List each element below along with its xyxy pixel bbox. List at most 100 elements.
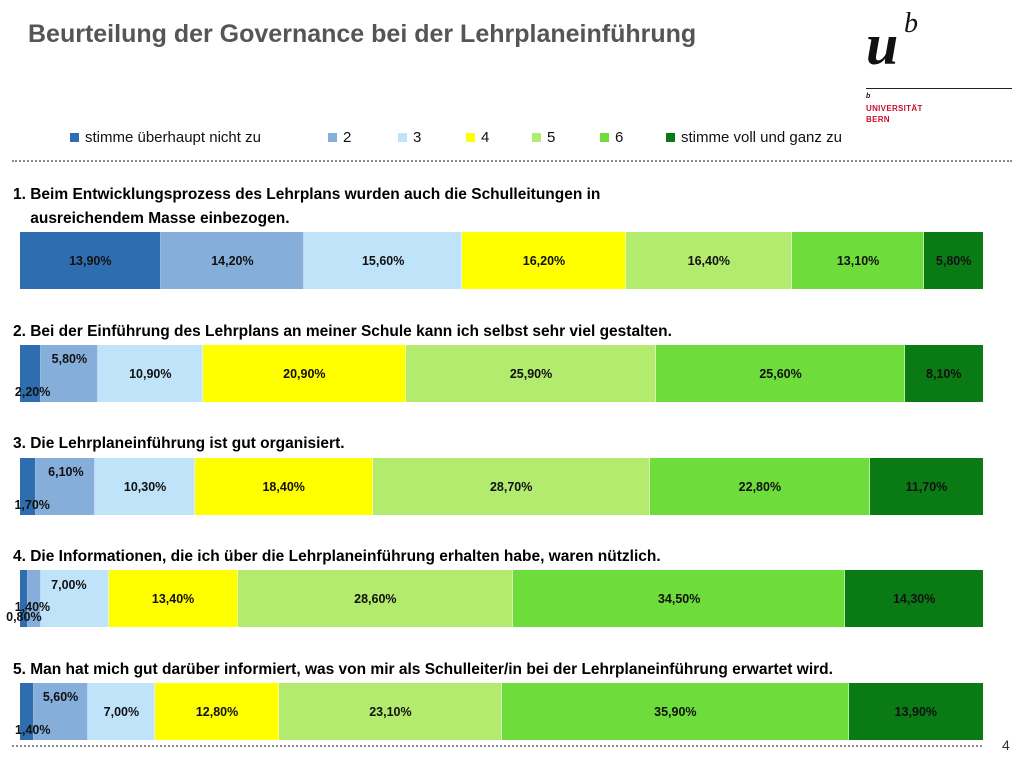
legend-swatch: [466, 133, 475, 142]
legend-swatch: [532, 133, 541, 142]
question-title: 2. Bei der Einführung des Lehrplans an m…: [13, 323, 672, 340]
page-number: 4: [1002, 737, 1010, 753]
data-label: 16,20%: [522, 254, 566, 268]
data-label: 8,10%: [926, 367, 962, 381]
bar-segment: [791, 232, 925, 289]
slide-title: Beurteilung der Governance bei der Lehrp…: [28, 20, 697, 48]
data-label: 10,30%: [123, 480, 167, 494]
data-label: 13,90%: [894, 705, 938, 719]
data-label: 2,20%: [14, 385, 51, 399]
logo-line-bern: BERN: [866, 115, 890, 124]
data-label: 15,60%: [361, 254, 405, 268]
data-label: 5,60%: [42, 690, 79, 704]
bar-segment: [462, 232, 626, 289]
data-label: 20,90%: [283, 367, 326, 381]
stacked-bar: [20, 458, 983, 515]
data-label: 13,90%: [69, 254, 112, 268]
data-label: 12,80%: [195, 705, 239, 719]
bar-segment: [513, 570, 846, 627]
data-label: 6,10%: [48, 465, 84, 479]
question-title: 3. Die Lehrplaneinführung ist gut organi…: [13, 435, 345, 452]
question-title: 1. Beim Entwicklungsprozess des Lehrplan…: [13, 186, 601, 227]
bar-segment: [20, 232, 161, 289]
data-label: 35,90%: [654, 705, 697, 719]
data-label: 28,70%: [489, 480, 533, 494]
bar-segment: [155, 683, 279, 740]
logo-small-b: b: [866, 93, 871, 100]
bar-segment: [625, 232, 792, 289]
data-label: 13,10%: [836, 254, 880, 268]
bar-segment: [27, 570, 42, 627]
bar-segment: [97, 345, 204, 402]
question-title: 5. Man hat mich gut darüber informiert, …: [13, 661, 833, 678]
bar-segment: [237, 570, 514, 627]
data-label: 1,40%: [15, 723, 51, 737]
data-label: 25,60%: [759, 367, 802, 381]
bar-segment: [108, 570, 238, 627]
legend-item: stimme überhaupt nicht zu: [70, 129, 261, 146]
legend-label: 2: [343, 129, 352, 146]
logo-line-universitat: UNIVERSITÄT: [866, 104, 923, 113]
legend-item: stimme voll und ganz zu: [666, 129, 842, 146]
legend-item: 5: [532, 129, 555, 146]
data-label: 0,80%: [6, 610, 42, 624]
data-label: 22,80%: [738, 480, 782, 494]
logo-rule: [866, 88, 1012, 89]
logo-u: u: [866, 12, 898, 77]
data-label: 14,30%: [892, 592, 936, 606]
bar-segment: [278, 683, 502, 740]
data-label: 11,70%: [905, 480, 948, 494]
legend-label: stimme überhaupt nicht zu: [85, 129, 261, 146]
legend-swatch: [600, 133, 609, 142]
legend-swatch: [666, 133, 675, 142]
university-logo: u b b UNIVERSITÄT BERN: [866, 8, 1016, 132]
bar-segment: [194, 458, 373, 515]
data-label: 5,80%: [935, 254, 972, 268]
question-title: 4. Die Informationen, die ich über die L…: [13, 548, 661, 565]
legend-item: 2: [328, 129, 351, 146]
data-label: 14,20%: [211, 254, 254, 268]
data-label: 7,00%: [51, 578, 87, 592]
bar-segment: [869, 458, 983, 515]
legend-item: 4: [466, 129, 489, 146]
bar-segment: [203, 345, 406, 402]
bar-segment: [20, 683, 34, 740]
legend-swatch: [70, 133, 79, 142]
legend-label: 5: [547, 129, 556, 146]
legend-swatch: [398, 133, 407, 142]
bar-segment: [20, 345, 42, 402]
bar-segment: [405, 345, 657, 402]
bar-segment: [95, 458, 195, 515]
bar-segment: [160, 232, 305, 289]
legend-swatch: [328, 133, 337, 142]
legend-item: 3: [398, 129, 421, 146]
divider-top: [12, 160, 1012, 162]
data-label: 7,00%: [103, 705, 140, 719]
data-label: 34,50%: [657, 592, 701, 606]
bar-segment: [372, 458, 650, 515]
bar-segment: [41, 345, 98, 402]
stacked-bar: [20, 683, 983, 740]
bar-segment: [304, 232, 463, 289]
data-label: 18,40%: [262, 480, 305, 494]
bar-segment: [41, 570, 109, 627]
bar-segment: [20, 458, 37, 515]
data-label: 28,60%: [354, 592, 397, 606]
bar-segment: [20, 570, 28, 627]
bar-segment: [87, 683, 156, 740]
divider-bottom: [12, 745, 982, 747]
logo-superscript-b: b: [904, 8, 918, 39]
data-label: 5,80%: [51, 352, 88, 366]
data-label: 23,10%: [369, 705, 412, 719]
legend-label: stimme voll und ganz zu: [681, 129, 842, 146]
bar-segment: [904, 345, 983, 402]
legend-label: 4: [481, 129, 490, 146]
bar-segment: [33, 683, 88, 740]
legend-label: 6: [615, 129, 624, 146]
bar-segment: [501, 683, 849, 740]
bar-segment: [656, 345, 905, 402]
bar-segment: [848, 683, 983, 740]
legend-label: 3: [413, 129, 422, 146]
bar-segment: [649, 458, 870, 515]
legend-item: 6: [600, 129, 623, 146]
